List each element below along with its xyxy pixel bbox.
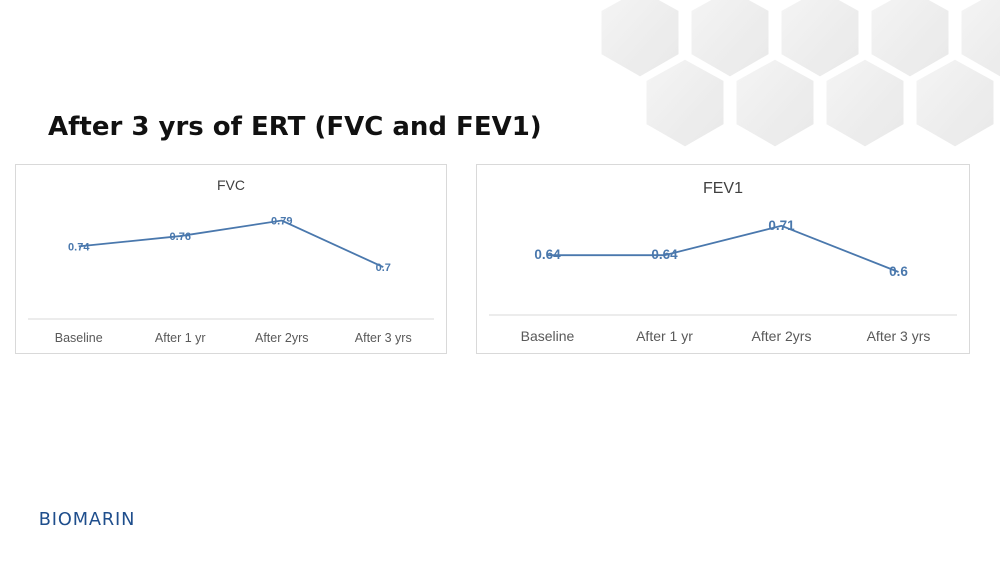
fev1-data-label: 0.71 <box>768 218 795 233</box>
fev1-series-line <box>547 224 899 273</box>
fvc-chart-svg: FVC Baseline After 1 yr After 2yrs After 3 y… <box>28 177 434 345</box>
fvc-x-tick-label: After 1 yr <box>155 331 206 345</box>
fev1-x-tick-label: Baseline <box>521 328 575 344</box>
fvc-x-tick-label: Baseline <box>55 331 103 345</box>
slide-title: After 3 yrs of ERT (FVC and FEV1) <box>48 112 542 142</box>
fvc-chart: FVC Baseline After 1 yr After 2yrs After 3 y… <box>15 164 447 354</box>
biomarin-logo: BIOMARIN <box>39 510 135 530</box>
fev1-chart: FEV1 Baseline After 1 yr After 2yrs After 3 … <box>476 164 970 354</box>
fvc-data-label: 0.74 <box>68 241 90 253</box>
fvc-x-tick-label: After 2yrs <box>255 331 309 345</box>
fvc-chart-title: FVC <box>217 177 245 193</box>
fvc-x-tick-label: After 3 yrs <box>355 331 412 345</box>
fev1-data-label: 0.6 <box>889 264 908 279</box>
fev1-data-label: 0.64 <box>534 247 561 262</box>
fev1-x-tick-label: After 3 yrs <box>867 328 931 344</box>
fvc-data-label: 0.7 <box>376 262 391 274</box>
fvc-data-label: 0.76 <box>170 231 191 243</box>
fev1-x-tick-label: After 1 yr <box>636 328 693 344</box>
logo-text: BIOMARIN <box>39 510 135 530</box>
fev1-chart-title: FEV1 <box>703 180 743 197</box>
fev1-chart-svg: FEV1 Baseline After 1 yr After 2yrs After 3 … <box>489 180 957 344</box>
hexagon-pattern-background <box>598 0 1000 150</box>
fev1-x-tick-label: After 2yrs <box>752 328 812 344</box>
fvc-series-line <box>78 219 384 268</box>
fev1-data-label: 0.64 <box>651 247 678 262</box>
fvc-data-label: 0.79 <box>271 216 292 228</box>
